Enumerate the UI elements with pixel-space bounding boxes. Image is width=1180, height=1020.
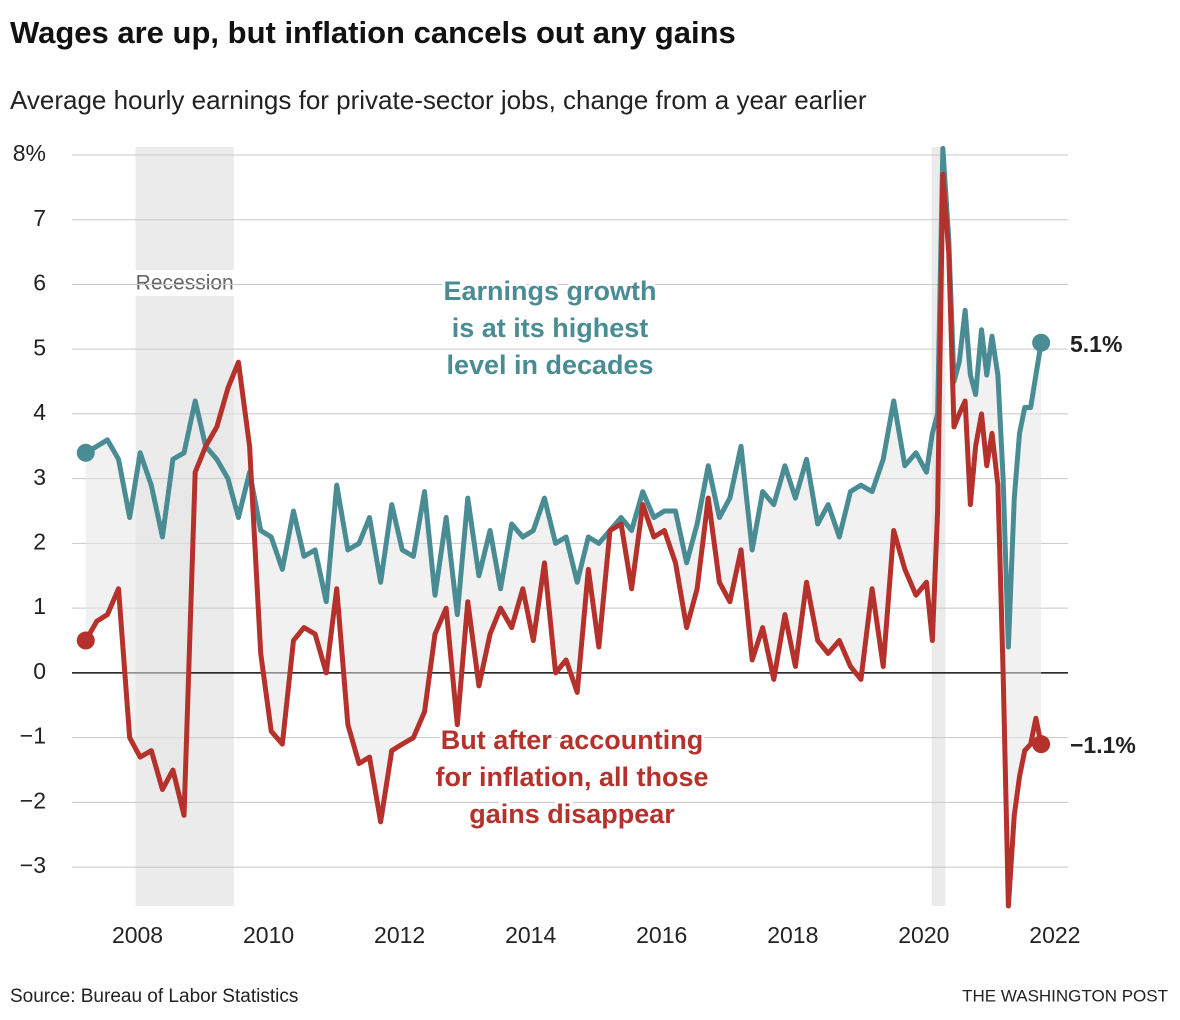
y-tick-label: 8%	[13, 140, 46, 166]
start-dot	[76, 443, 95, 462]
annotation: Earnings growth	[443, 276, 656, 306]
chart-subtitle: Average hourly earnings for private-sect…	[10, 85, 867, 115]
y-tick-label: −2	[20, 787, 46, 813]
annotation: for inflation, all those	[435, 762, 708, 792]
series-line	[83, 171, 1044, 909]
start-dot	[76, 631, 95, 650]
x-tick-label: 2008	[112, 922, 163, 948]
end-label: 5.1%	[1070, 331, 1122, 357]
annotation: But after accounting	[441, 725, 704, 755]
annotation: is at its highest	[452, 313, 649, 343]
x-tick-label: 2016	[636, 922, 687, 948]
end-dot	[1032, 735, 1051, 754]
end-label: −1.1%	[1070, 732, 1136, 758]
y-tick-label: 6	[33, 270, 46, 296]
credit: THE WASHINGTON POST	[962, 986, 1168, 1005]
chart-title: Wages are up, but inflation cancels out …	[10, 15, 736, 50]
annotation: gains disappear	[469, 799, 675, 829]
x-tick-label: 2022	[1029, 922, 1080, 948]
y-tick-label: 2	[33, 529, 46, 555]
shaded-label: Recession	[136, 272, 234, 295]
x-tick-label: 2012	[374, 922, 425, 948]
y-tick-label: −1	[20, 723, 46, 749]
y-tick-label: 7	[33, 205, 46, 231]
y-tick-label: 0	[33, 658, 46, 684]
x-tick-label: 2020	[898, 922, 949, 948]
end-dot	[1032, 333, 1051, 352]
x-tick-label: 2010	[243, 922, 294, 948]
annotation: level in decades	[446, 350, 653, 380]
x-tick-label: 2014	[505, 922, 556, 948]
y-tick-label: 4	[33, 399, 46, 425]
gap-area	[85, 148, 1042, 906]
y-tick-label: 3	[33, 464, 46, 490]
x-tick-label: 2018	[767, 922, 818, 948]
source: Source: Bureau of Labor Statistics	[10, 986, 298, 1007]
y-tick-label: 1	[33, 593, 46, 619]
label-bg	[117, 270, 252, 296]
y-tick-label: −3	[20, 852, 46, 878]
y-tick-label: 5	[33, 334, 46, 360]
